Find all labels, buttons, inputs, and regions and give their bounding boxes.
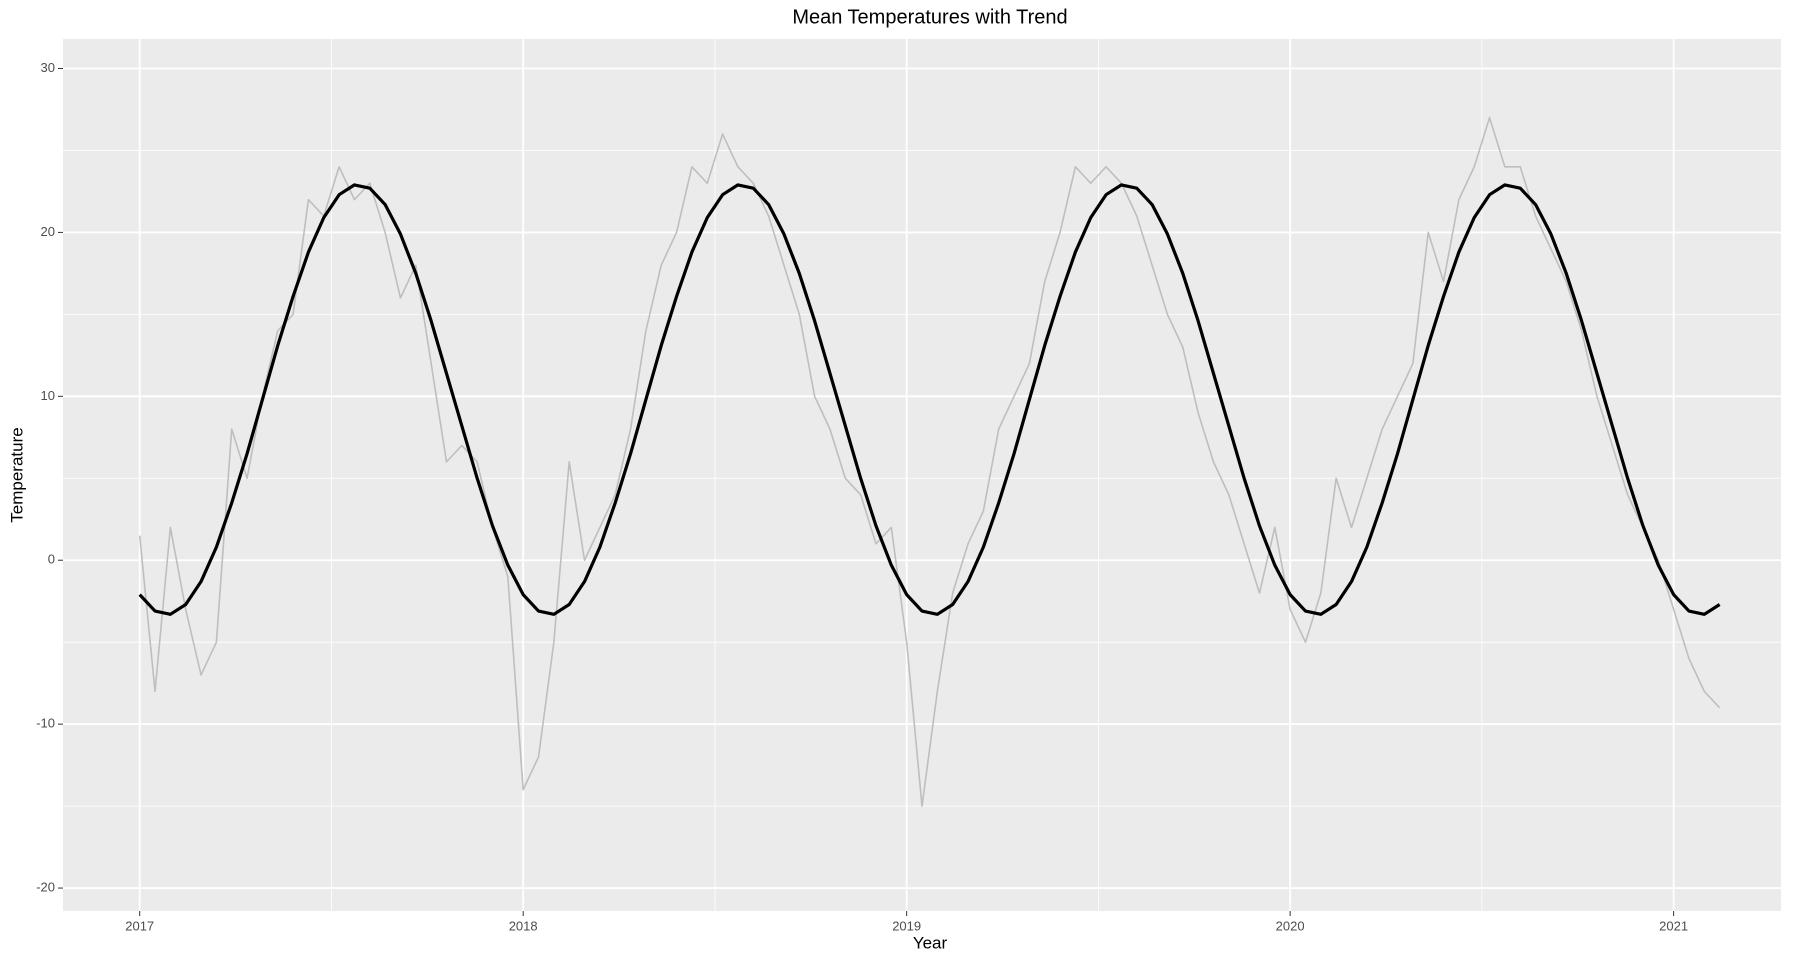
y-tick-label: 10 <box>41 388 55 403</box>
series-line <box>138 116 1721 807</box>
series-line <box>138 183 1721 616</box>
plot-panel <box>63 39 1781 911</box>
x-tick-label: 2021 <box>1659 918 1688 933</box>
x-axis-title: Year <box>913 933 948 952</box>
x-tick-label: 2018 <box>509 918 538 933</box>
y-tick-label: 20 <box>41 224 55 239</box>
x-tick-label: 2017 <box>125 918 154 933</box>
chart-title: Mean Temperatures with Trend <box>792 6 1067 28</box>
x-tick-label: 2020 <box>1276 918 1305 933</box>
y-tick-label: 0 <box>48 552 55 567</box>
y-tick-label: -10 <box>36 716 55 731</box>
y-tick-label: 30 <box>41 60 55 75</box>
x-tick-label: 2019 <box>892 918 921 933</box>
y-tick-label: -20 <box>36 879 55 894</box>
y-axis-title: Temperature <box>7 427 26 522</box>
